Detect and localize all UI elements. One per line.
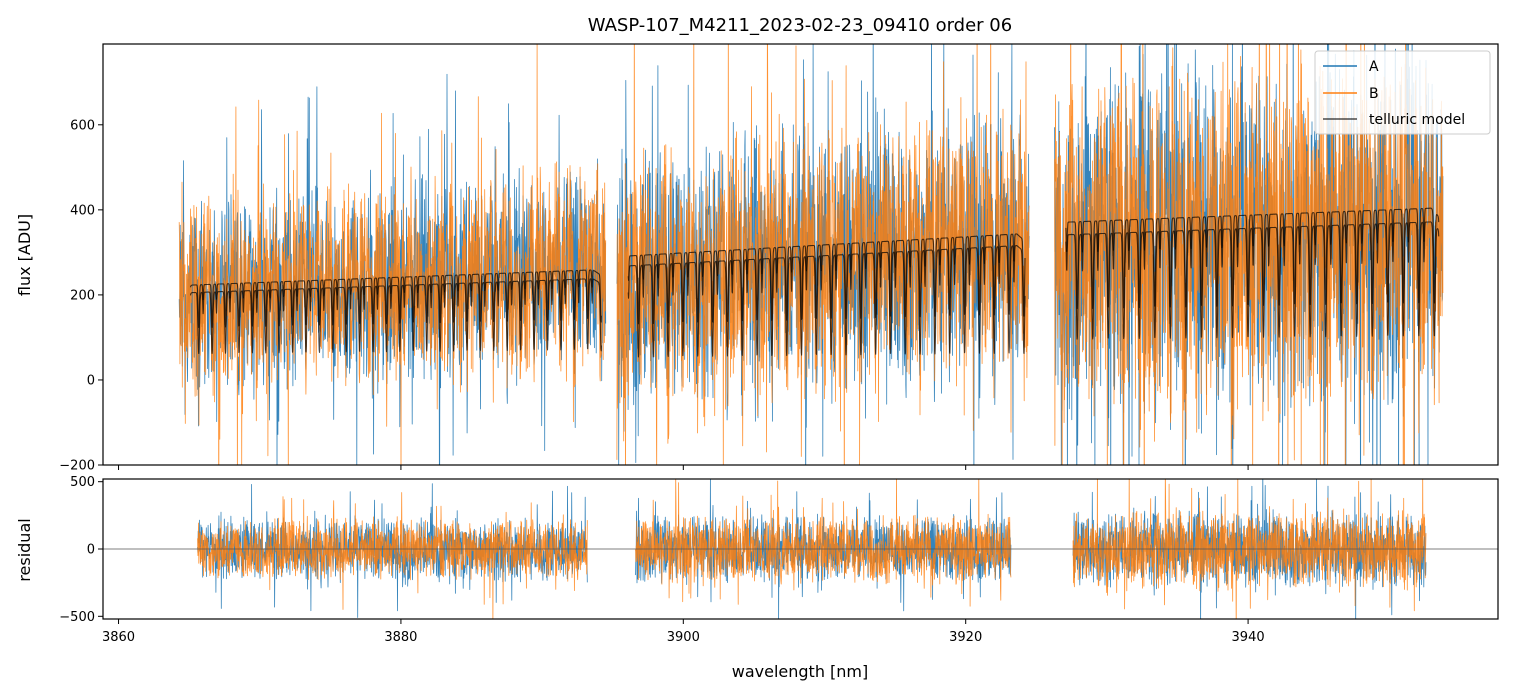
series-b-segment-2	[616, 44, 1030, 465]
residual-y-ticks: −500 0 500	[59, 475, 103, 625]
residual-xtick-label: 3860	[102, 630, 135, 645]
residual-b-segment-1	[197, 492, 588, 619]
x-axis-label: wavelength [nm]	[732, 662, 869, 681]
telluric-model-segment-1-2	[189, 278, 602, 355]
residual-xtick-label: 3880	[384, 630, 417, 645]
residual-b-segment-3	[1072, 479, 1427, 619]
main-plot-area	[178, 44, 1444, 465]
main-ytick-label: 600	[70, 118, 95, 133]
residual-ytick-label: 500	[70, 475, 95, 490]
telluric-model-segment-3-1	[1065, 207, 1440, 310]
main-y-axis-label: flux [ADU]	[15, 214, 34, 296]
telluric-model-segment-2-1	[627, 233, 1026, 325]
telluric-model-segment-2-2	[627, 245, 1026, 358]
residual-x-ticks: 3860 3880 3900 3920 3940	[102, 619, 1265, 645]
residual-xtick-label: 3920	[949, 630, 982, 645]
main-axes-frame	[102, 43, 1499, 466]
residual-ytick-label: 0	[87, 543, 95, 558]
chart-title: WASP-107_M4211_2023-02-23_09410 order 06	[588, 15, 1012, 36]
main-ytick-label: 400	[70, 203, 95, 218]
residual-y-axis-label: residual	[15, 518, 34, 581]
main-ytick-label: −200	[59, 459, 95, 474]
legend-label-a: A	[1369, 59, 1379, 75]
residual-xtick-label: 3900	[667, 630, 700, 645]
main-x-ticks	[118, 465, 1249, 470]
legend-label-b: B	[1369, 86, 1379, 102]
legend-box	[1314, 50, 1491, 135]
legend: A B telluric model	[1314, 50, 1491, 135]
residual-plot-area	[103, 479, 1498, 619]
main-ytick-label: 200	[70, 288, 95, 303]
residual-ytick-label: −500	[59, 610, 95, 625]
residual-xtick-label: 3940	[1232, 630, 1265, 645]
main-y-ticks: −200 0 200 400 600	[59, 118, 103, 474]
telluric-model-segment-3-2	[1065, 221, 1440, 340]
legend-label-telluric: telluric model	[1369, 112, 1465, 128]
residual-b-segment-2	[634, 479, 1012, 607]
main-ytick-label: 0	[87, 373, 95, 388]
telluric-model-segment-1-1	[189, 269, 602, 328]
